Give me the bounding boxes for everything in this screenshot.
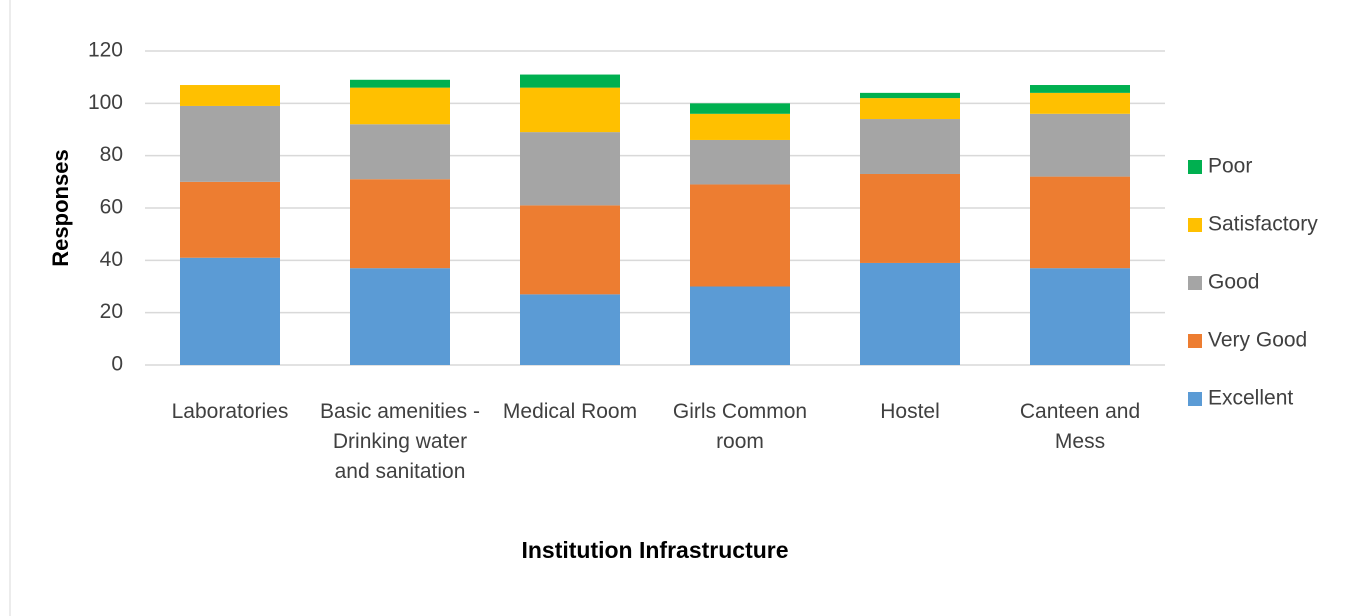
- bar-segment: [860, 98, 960, 120]
- bar-segment: [180, 257, 280, 365]
- bar-segment: [350, 124, 450, 180]
- y-tick-label: 80: [100, 143, 123, 166]
- bar-segment: [180, 181, 280, 258]
- bar-segment: [520, 132, 620, 206]
- legend-label: Good: [1208, 271, 1259, 294]
- legend-swatch: [1188, 334, 1202, 348]
- bar-segment: [690, 113, 790, 140]
- bar-segment: [1030, 85, 1130, 93]
- y-tick-label: 40: [100, 248, 123, 271]
- legend-label: Very Good: [1208, 329, 1307, 352]
- bar-segment: [350, 87, 450, 125]
- legend-swatch: [1188, 218, 1202, 232]
- x-tick-label: Laboratories: [171, 400, 289, 423]
- legend-swatch: [1188, 160, 1202, 174]
- x-tick-label: Basic amenities - Drinking water and san…: [320, 400, 480, 483]
- bar-segment: [690, 184, 790, 287]
- bar-segment: [860, 92, 960, 99]
- legend-swatch: [1188, 392, 1202, 406]
- y-tick-label: 120: [88, 39, 123, 62]
- bar-segment: [350, 179, 450, 269]
- bar-segment: [1030, 268, 1130, 365]
- bar-segment: [520, 87, 620, 133]
- x-axis-title: Institution Infrastructure: [521, 537, 788, 563]
- bar-segment: [350, 79, 450, 88]
- bar-segment: [690, 103, 790, 114]
- bar-segment: [860, 173, 960, 263]
- bar-segment: [180, 85, 280, 106]
- legend-label: Excellent: [1208, 387, 1293, 410]
- bar-segment: [860, 119, 960, 174]
- y-tick-label: 100: [88, 91, 123, 114]
- bar-segment: [690, 286, 790, 365]
- bar-segment: [1030, 176, 1130, 269]
- bar-segment: [520, 74, 620, 88]
- bar-segment: [520, 205, 620, 295]
- x-tick-label: Canteen and Mess: [1019, 400, 1141, 453]
- x-tick-label: Girls Common room: [672, 400, 808, 453]
- x-tick-label: Hostel: [880, 400, 940, 423]
- bar-segment: [690, 139, 790, 185]
- bar-segment: [180, 105, 280, 182]
- y-tick-label: 0: [111, 353, 123, 376]
- y-tick-label: 60: [100, 196, 123, 219]
- x-tick-label: Medical Room: [502, 400, 638, 423]
- legend-label: Satisfactory: [1208, 213, 1318, 236]
- bar-segment: [860, 262, 960, 365]
- y-tick-label: 20: [100, 300, 123, 323]
- bar-segment: [350, 268, 450, 365]
- bar-segment: [520, 294, 620, 365]
- legend-swatch: [1188, 276, 1202, 290]
- legend-label: Poor: [1208, 155, 1252, 178]
- bar-segment: [1030, 92, 1130, 114]
- y-axis-title: Responses: [48, 149, 73, 266]
- bar-segment: [1030, 113, 1130, 177]
